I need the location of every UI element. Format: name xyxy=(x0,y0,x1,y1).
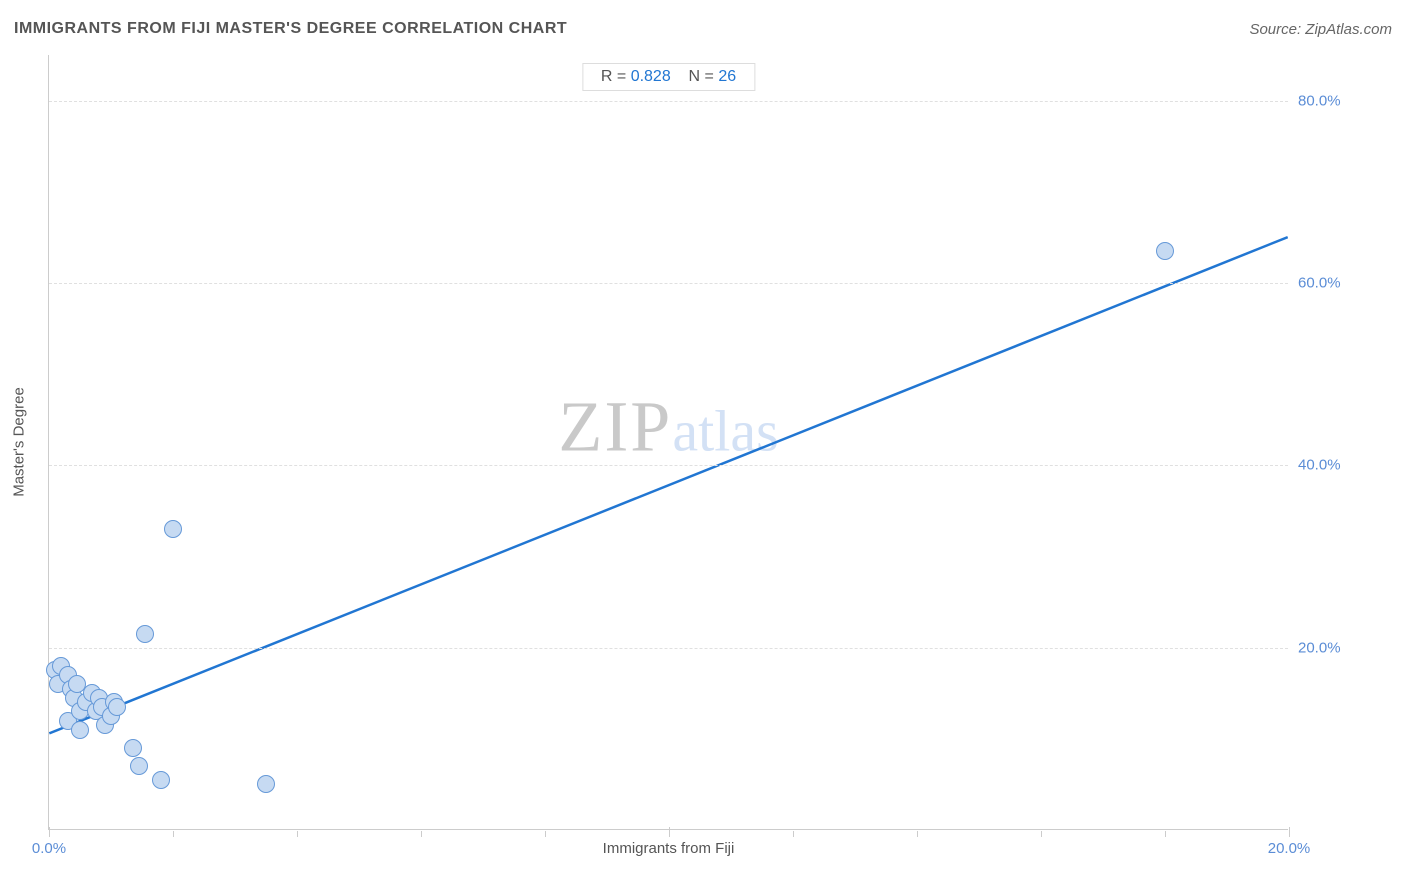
data-point xyxy=(257,775,275,793)
gridline xyxy=(49,101,1288,102)
trend-line xyxy=(49,55,1288,829)
gridline xyxy=(49,465,1288,466)
watermark: ZIPatlas xyxy=(558,385,778,468)
gridline xyxy=(49,648,1288,649)
chart-header: IMMIGRANTS FROM FIJI MASTER'S DEGREE COR… xyxy=(14,20,1392,38)
scatter-chart: R = 0.828 N = 26 ZIPatlas Master's Degre… xyxy=(48,55,1288,830)
data-point xyxy=(152,771,170,789)
n-label: N = xyxy=(689,68,714,85)
gridline xyxy=(49,283,1288,284)
r-value: 0.828 xyxy=(631,68,671,85)
stats-box: R = 0.828 N = 26 xyxy=(582,63,755,91)
x-tick xyxy=(297,831,298,837)
y-tick-label: 60.0% xyxy=(1298,274,1368,291)
x-tick xyxy=(545,831,546,837)
chart-source: Source: ZipAtlas.com xyxy=(1249,21,1392,38)
data-point xyxy=(124,739,142,757)
data-point xyxy=(136,625,154,643)
x-tick xyxy=(917,831,918,837)
x-tick xyxy=(173,831,174,837)
data-point xyxy=(108,698,126,716)
x-tick xyxy=(669,827,670,837)
x-tick xyxy=(1289,827,1290,837)
x-tick xyxy=(421,831,422,837)
r-label: R = xyxy=(601,68,626,85)
watermark-part2: atlas xyxy=(672,398,778,463)
y-axis-label: Master's Degree xyxy=(11,387,28,497)
chart-title: IMMIGRANTS FROM FIJI MASTER'S DEGREE COR… xyxy=(14,20,567,38)
x-tick xyxy=(1041,831,1042,837)
y-tick-label: 80.0% xyxy=(1298,92,1368,109)
x-tick xyxy=(49,827,50,837)
data-point xyxy=(1156,242,1174,260)
x-tick xyxy=(1165,831,1166,837)
data-point xyxy=(71,721,89,739)
n-value: 26 xyxy=(718,68,736,85)
x-axis-label: Immigrants from Fiji xyxy=(603,840,735,857)
x-tick-label: 0.0% xyxy=(32,840,66,857)
y-tick-label: 20.0% xyxy=(1298,639,1368,656)
data-point xyxy=(130,757,148,775)
x-tick xyxy=(793,831,794,837)
data-point xyxy=(164,520,182,538)
x-tick-label: 20.0% xyxy=(1268,840,1311,857)
watermark-part1: ZIP xyxy=(558,386,672,466)
y-tick-label: 40.0% xyxy=(1298,457,1368,474)
